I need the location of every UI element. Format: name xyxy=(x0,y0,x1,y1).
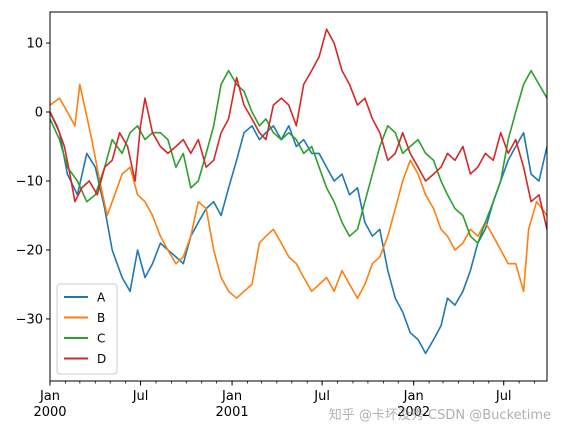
y-tick-label: −30 xyxy=(16,312,43,327)
legend-label-c: C xyxy=(97,332,105,346)
legend-label-b: B xyxy=(97,311,105,325)
series-line-b xyxy=(49,83,548,300)
y-tick-label: −20 xyxy=(16,243,43,258)
legend-label-a: A xyxy=(97,291,106,305)
series-line-c xyxy=(49,69,548,244)
axes-frame xyxy=(49,11,548,382)
y-tick-label: 10 xyxy=(26,37,43,52)
x-tick-year-label: 2001 xyxy=(216,405,249,420)
y-axis: 10 0 −10 −20 −30 xyxy=(16,37,50,327)
x-tick-label: Jul xyxy=(313,389,330,404)
x-tick-label: Jan xyxy=(39,389,60,404)
x-tick-label: Jan xyxy=(403,389,424,404)
x-tick-label: Jan xyxy=(221,389,242,404)
legend-box xyxy=(56,283,118,375)
x-tick-year-label: 2000 xyxy=(33,405,66,420)
y-tick-label: −10 xyxy=(16,174,43,189)
legend-label-d: D xyxy=(97,352,106,366)
series-line-d xyxy=(49,28,548,230)
series-line-a xyxy=(49,111,548,355)
x-tick-label: Jul xyxy=(495,389,512,404)
x-tick-year-label: 2002 xyxy=(397,405,430,420)
watermark: 知乎 @卡坏没秀 CSDN @Bucketime xyxy=(328,408,551,423)
y-tick-label: 0 xyxy=(35,106,43,121)
plot-lines xyxy=(49,28,548,355)
x-tick-label: Jul xyxy=(132,389,149,404)
